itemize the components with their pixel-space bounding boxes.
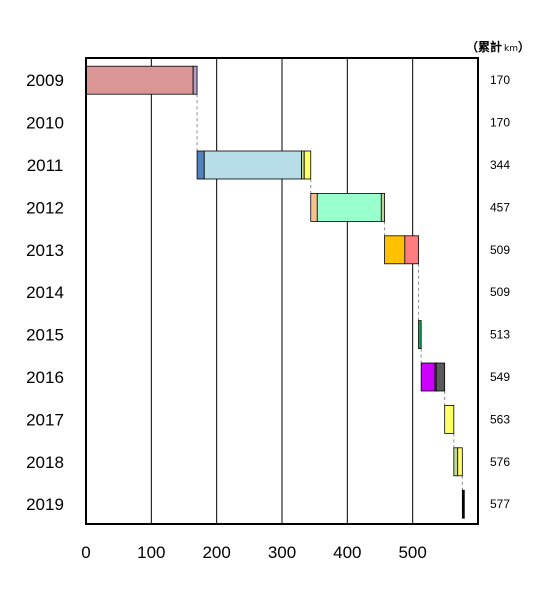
cumulative-label-2015: 513 [490, 328, 510, 342]
bar-2009-2 [192, 65, 198, 95]
plot-frame [85, 57, 479, 525]
year-label-2010: 2010 [26, 114, 64, 133]
year-label-2016: 2016 [26, 368, 64, 387]
year-label-2013: 2013 [26, 241, 64, 260]
unit-label: （累計 km） [466, 39, 530, 54]
bar-2016-1 [420, 362, 436, 392]
year-label-2019: 2019 [26, 495, 64, 514]
x-tick-label-0: 0 [81, 543, 90, 562]
cumulative-label-2018: 576 [490, 455, 510, 469]
cumulative-label-2014: 509 [490, 285, 510, 299]
bar-2018-1 [453, 447, 459, 477]
connector-lines [196, 94, 463, 491]
year-label-2018: 2018 [26, 453, 64, 472]
bar-2015-1 [418, 320, 422, 350]
x-tick-label-100: 100 [137, 543, 165, 562]
bar-2012-3 [380, 192, 385, 222]
bar-2011-2 [203, 150, 302, 180]
cumulative-label-2013: 509 [490, 243, 510, 257]
bar-2013-1 [384, 235, 406, 265]
bar-2012-2 [316, 192, 382, 222]
bar-2011-4 [303, 150, 312, 180]
cumulative-label-2016: 549 [490, 370, 510, 384]
year-label-2014: 2014 [26, 283, 64, 302]
cumulative-labels: 170 170 344 457 509 509 513 549 563 576 577 [490, 73, 510, 511]
x-tick-label-200: 200 [202, 543, 230, 562]
x-tick-label-500: 500 [398, 543, 426, 562]
year-label-2017: 2017 [26, 410, 64, 429]
year-labels: 2009 2010 2011 2012 2013 2014 2015 2016 2017 2018… [26, 71, 64, 514]
year-label-2015: 2015 [26, 326, 64, 345]
bar-2017-1 [444, 404, 455, 434]
bar-2009-1 [85, 65, 194, 95]
cumulative-label-2010: 170 [490, 116, 510, 130]
year-label-2011: 2011 [27, 156, 64, 175]
cumulative-label-2012: 457 [490, 200, 510, 214]
x-tick-label-300: 300 [268, 543, 296, 562]
x-tick-labels: 0 100 200 300 400 500 [81, 543, 427, 562]
cumulative-label-2009: 170 [490, 73, 510, 87]
unit-small-text: km [504, 44, 518, 54]
bar-2012-1 [310, 192, 318, 222]
year-label-2009: 2009 [26, 71, 64, 90]
unit-open: （ [466, 39, 478, 54]
bar-2018-2 [457, 447, 463, 477]
grid-lines [150, 58, 414, 524]
x-tick-label-400: 400 [333, 543, 361, 562]
unit-close: ） [518, 39, 530, 54]
cumulative-label-2011: 344 [490, 158, 510, 172]
cumulative-label-2017: 563 [490, 412, 510, 426]
unit-main-text: 累計 [478, 39, 502, 54]
bar-2011-1 [196, 150, 205, 180]
bar-2019-1 [461, 489, 465, 519]
bar-2013-2 [404, 235, 419, 265]
bar-2016-3 [435, 362, 446, 392]
bar-segments [85, 65, 465, 519]
cumulative-label-2019: 577 [490, 497, 510, 511]
year-label-2012: 2012 [26, 198, 64, 217]
